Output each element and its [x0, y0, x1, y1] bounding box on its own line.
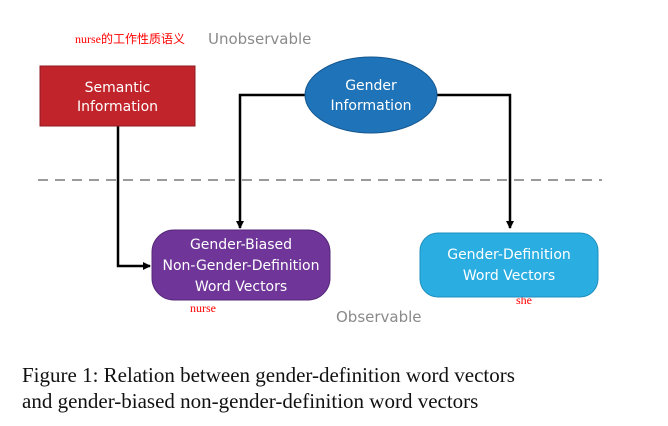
diagram-canvas: Unobservable Observable nurse的工作性质语义 nur… — [38, 30, 602, 326]
figure-caption-line1: Figure 1: Relation between gender-defini… — [22, 363, 515, 387]
observable-label: Observable — [336, 308, 422, 326]
arrow-gender-to-definition — [437, 93, 514, 229]
figure-caption-line2: and gender-biased non-gender-definition … — [22, 389, 479, 413]
gender-definition-label-line2: Word Vectors — [463, 268, 555, 284]
semantic-information-box — [39, 65, 196, 127]
figure-caption: Figure 1: Relation between gender-defini… — [22, 362, 652, 414]
gender-biased-node: Gender-Biased Non-Gender-Definition Word… — [151, 229, 331, 301]
semantic-information-label-line2: Information — [77, 99, 158, 115]
annotation-top: nurse的工作性质语义 — [75, 31, 185, 46]
gender-biased-box — [151, 229, 331, 301]
gender-information-ellipse — [304, 56, 438, 134]
gender-biased-label-line2: Non-Gender-Definition — [162, 258, 319, 274]
semantic-information-node: Semantic Information — [39, 65, 196, 127]
gender-information-node: Gender Information — [304, 56, 438, 134]
gender-biased-label-line1: Gender-Biased — [190, 237, 292, 253]
gender-information-label-line2: Information — [330, 98, 411, 114]
unobservable-label: Unobservable — [208, 30, 311, 48]
arrow-semantic-to-biased — [116, 126, 151, 270]
arrow-gender-to-biased — [236, 93, 305, 229]
gender-biased-label-line3: Word Vectors — [195, 279, 287, 295]
gender-definition-box — [419, 232, 599, 298]
gender-definition-node: Gender-Definition Word Vectors — [419, 232, 599, 298]
gender-definition-label-line1: Gender-Definition — [447, 247, 571, 263]
semantic-information-label-line1: Semantic — [85, 80, 151, 96]
gender-information-label-line1: Gender — [345, 78, 397, 94]
annotation-nurse: nurse — [190, 301, 216, 315]
